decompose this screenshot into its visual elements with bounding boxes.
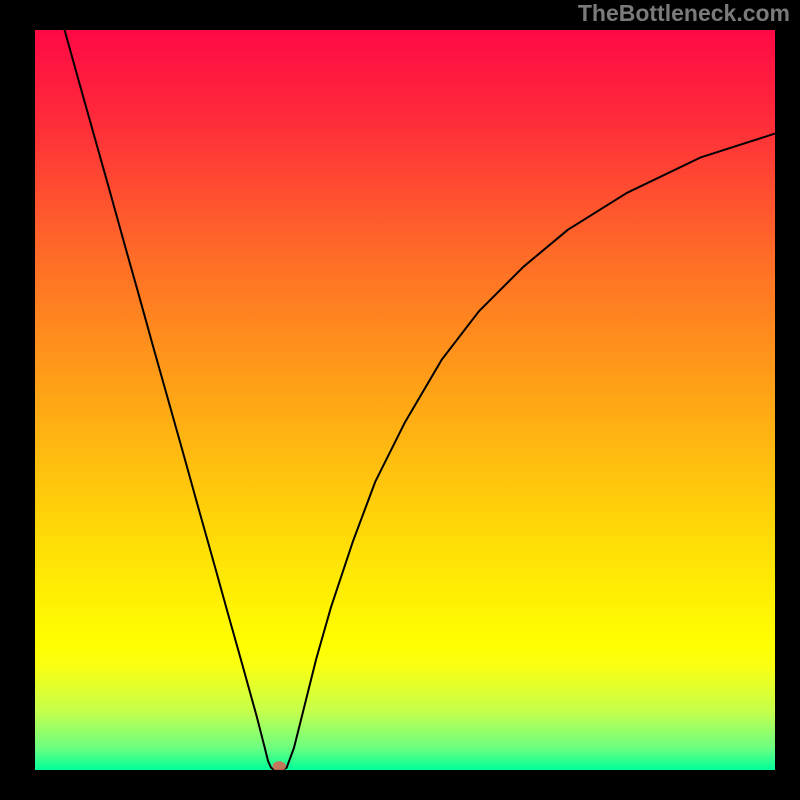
chart-background	[35, 30, 775, 770]
stage: TheBottleneck.com	[0, 0, 800, 800]
watermark-text: TheBottleneck.com	[578, 0, 790, 27]
chart-svg	[35, 30, 775, 770]
plot-area	[35, 30, 775, 770]
